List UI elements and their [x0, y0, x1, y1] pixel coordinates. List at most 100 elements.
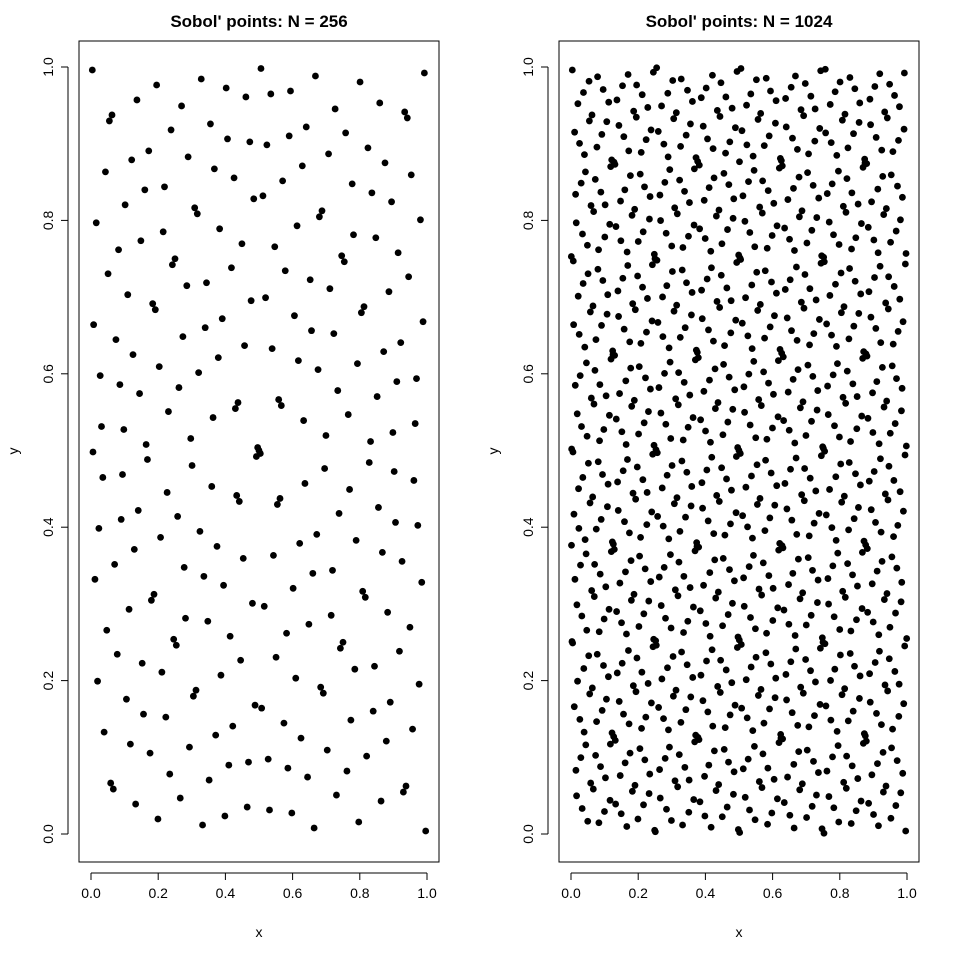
data-point — [721, 531, 729, 539]
data-point — [664, 89, 672, 97]
data-point — [389, 429, 397, 436]
data-point — [645, 790, 653, 797]
data-point — [817, 67, 825, 75]
data-point — [613, 96, 621, 104]
data-point — [606, 740, 614, 748]
data-point — [883, 114, 891, 122]
data-point — [673, 494, 681, 502]
data-point — [621, 759, 629, 767]
data-point — [842, 208, 850, 216]
data-point — [768, 232, 776, 239]
data-point — [611, 736, 619, 744]
data-point — [588, 587, 596, 594]
data-point — [348, 180, 356, 188]
data-point — [263, 141, 271, 149]
data-point — [894, 328, 902, 335]
y-tick-label: 1.0 — [40, 57, 56, 77]
data-point — [167, 126, 175, 134]
data-point — [775, 546, 783, 554]
data-point — [851, 277, 859, 285]
data-point — [578, 612, 586, 620]
data-point — [851, 662, 858, 670]
data-point — [620, 133, 628, 141]
data-point — [572, 219, 580, 227]
data-point — [851, 85, 859, 93]
data-point — [704, 517, 712, 525]
data-point — [321, 465, 329, 472]
data-point — [670, 115, 678, 123]
data-point — [226, 632, 234, 640]
data-point — [573, 410, 581, 418]
data-point — [744, 523, 751, 531]
data-point — [613, 669, 621, 677]
data-point — [649, 450, 657, 458]
data-point — [773, 482, 781, 490]
x-tick-label: 0.6 — [763, 885, 783, 901]
data-point — [698, 315, 706, 323]
data-point — [736, 158, 743, 166]
data-point — [840, 778, 848, 786]
data-point — [568, 541, 575, 549]
data-point — [878, 557, 886, 565]
data-point — [714, 683, 722, 690]
data-point — [731, 577, 738, 585]
data-point — [712, 594, 720, 602]
data-point — [810, 519, 818, 527]
data-point — [585, 77, 593, 85]
data-point — [837, 460, 845, 468]
data-point — [314, 366, 322, 374]
data-point — [664, 153, 672, 161]
data-point — [730, 768, 738, 776]
data-point — [785, 581, 792, 588]
data-point — [119, 471, 126, 478]
data-point — [159, 228, 167, 236]
data-point — [572, 766, 580, 774]
data-point — [900, 125, 908, 133]
data-point — [590, 400, 598, 408]
data-point — [761, 334, 768, 342]
data-point — [781, 286, 789, 293]
data-point — [877, 528, 885, 536]
data-point — [572, 190, 579, 198]
data-point — [705, 761, 713, 769]
data-point — [89, 448, 97, 456]
data-point — [576, 372, 584, 379]
data-point — [192, 686, 200, 694]
data-point — [878, 146, 886, 154]
data-point — [654, 319, 662, 326]
data-point — [619, 274, 627, 282]
data-point — [811, 712, 818, 720]
data-point — [145, 147, 153, 155]
data-point — [762, 74, 770, 82]
data-point — [874, 249, 882, 257]
data-point — [872, 325, 880, 332]
data-point — [710, 174, 718, 182]
data-point — [889, 725, 896, 733]
data-point — [852, 234, 860, 242]
data-point — [747, 663, 755, 671]
data-point — [668, 242, 676, 250]
data-point — [766, 514, 774, 522]
data-point — [271, 243, 279, 251]
data-point — [710, 530, 718, 538]
data-point — [780, 606, 788, 614]
data-point — [824, 575, 832, 582]
data-point — [734, 444, 742, 451]
data-point — [250, 195, 258, 203]
x-tick-label: 1.0 — [417, 885, 437, 901]
data-point — [888, 553, 896, 561]
data-point — [736, 450, 744, 457]
data-point — [855, 119, 863, 126]
data-point — [672, 686, 680, 694]
data-point — [658, 102, 665, 110]
data-point — [634, 272, 642, 280]
data-point — [644, 104, 652, 111]
data-point — [680, 572, 688, 580]
data-point — [603, 310, 611, 318]
data-point — [576, 716, 584, 723]
data-point — [711, 556, 719, 564]
data-point — [771, 694, 779, 702]
data-point — [829, 562, 837, 570]
data-point — [578, 805, 586, 812]
